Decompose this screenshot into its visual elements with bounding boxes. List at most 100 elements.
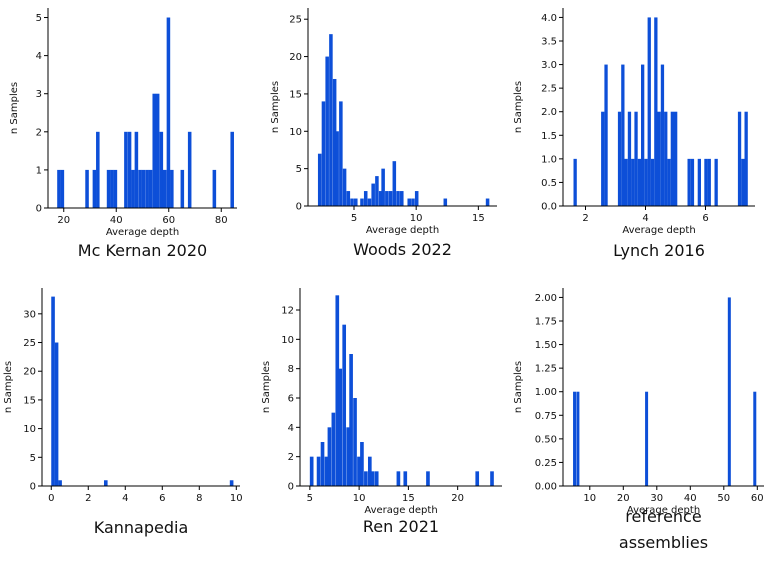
histogram-bar	[166, 17, 171, 208]
histogram-bar	[400, 191, 404, 206]
histogram-bar	[324, 456, 329, 486]
y-tick-label: 1.75	[535, 317, 557, 328]
y-axis-label: n Samples	[513, 81, 524, 133]
histogram-bar	[407, 198, 412, 206]
histogram-bar	[631, 158, 635, 206]
y-tick-label: 1	[36, 165, 42, 176]
y-tick-label: 1.0	[541, 154, 557, 165]
histogram-bar	[162, 169, 167, 208]
histogram-bar	[360, 442, 364, 486]
y-tick-label: 6	[288, 394, 294, 405]
histogram-bar	[576, 391, 580, 486]
x-tick-label: 60	[751, 493, 764, 504]
x-tick-label: 10	[583, 493, 596, 504]
y-tick-label: 2	[288, 452, 294, 463]
histogram-bar	[353, 398, 357, 486]
histogram-bar	[96, 131, 100, 208]
y-tick-label: 1.50	[535, 340, 557, 351]
histogram-bar	[475, 471, 480, 486]
histogram-bar	[644, 158, 648, 206]
x-tick-label: 30	[650, 493, 663, 504]
histogram-bar	[621, 64, 625, 206]
histogram-bar	[230, 131, 234, 208]
y-tick-label: 2.5	[541, 84, 557, 95]
panel-title: Kannapedia	[94, 518, 189, 537]
histogram-bar	[138, 169, 142, 208]
x-tick-label: 6	[159, 493, 165, 504]
y-tick-label: 12	[281, 306, 294, 317]
histogram-bar	[131, 169, 135, 208]
histogram-bar	[106, 169, 111, 208]
histogram-bar	[110, 169, 114, 208]
histogram-bar	[113, 169, 118, 208]
y-tick-label: 0.00	[535, 482, 557, 493]
panel-kannapedia: 0 5 10 15 20 25 30 0 2 4 6 8 10 n Samples Kannapedia	[3, 288, 243, 537]
panel-ren-2021: 0 2 4 6 8 10 12 5 10 15 20 Average depth n Samples Re…	[261, 288, 502, 536]
histogram-bar	[180, 169, 185, 208]
histogram-bar	[392, 161, 397, 206]
y-tick-label: 15	[289, 89, 302, 100]
y-tick-label: 10	[289, 127, 302, 138]
histogram-bar	[403, 471, 408, 486]
histogram-bar	[229, 480, 234, 486]
histogram-bar	[342, 324, 347, 486]
x-tick-label: 5	[307, 493, 313, 504]
histogram-bar	[624, 158, 628, 206]
histogram-bar	[707, 158, 711, 206]
y-tick-label: 1.5	[541, 131, 557, 142]
x-tick-label: 15	[472, 213, 485, 224]
x-tick-label: 60	[162, 215, 175, 226]
histogram-bar	[374, 471, 379, 486]
y-tick-label: 8	[288, 364, 294, 375]
histogram-bar	[58, 480, 62, 486]
y-tick-label: 4.0	[541, 13, 557, 24]
y-tick-label: 0.0	[541, 202, 557, 213]
histogram-bar	[320, 442, 325, 486]
histogram-bar	[349, 354, 353, 486]
histogram-bar	[371, 183, 375, 206]
y-axis-label: n Samples	[3, 361, 14, 413]
y-tick-label: 20	[289, 52, 302, 63]
histogram-bar	[145, 169, 149, 208]
histogram-bar	[60, 169, 65, 208]
y-tick-label: 4	[288, 423, 294, 434]
histogram-bar	[57, 169, 61, 208]
histogram-bar	[329, 34, 333, 207]
panel-title: Mc Kernan 2020	[78, 241, 207, 260]
x-axis-label: Average depth	[366, 225, 439, 236]
x-tick-label: 40	[684, 493, 697, 504]
histogram-bar	[670, 111, 674, 206]
histogram-bar	[485, 198, 490, 206]
y-tick-label: 15	[23, 395, 36, 406]
histogram-bar	[411, 198, 415, 206]
histogram-bar	[103, 480, 108, 486]
histogram-bar	[687, 158, 691, 206]
histogram-bar	[170, 169, 174, 208]
x-tick-label: 50	[717, 493, 730, 504]
histogram-bar	[727, 297, 731, 486]
histogram-bar	[667, 158, 671, 206]
histogram-bar	[660, 64, 665, 206]
histogram-bar	[375, 176, 379, 206]
x-axis-label: Average depth	[106, 227, 179, 238]
histogram-bar	[645, 391, 649, 486]
histogram-bar	[601, 111, 605, 206]
histogram-bar	[51, 296, 55, 486]
y-axis-label: n Samples	[513, 361, 524, 413]
histogram-bar	[657, 111, 661, 206]
histogram-bar	[148, 169, 153, 208]
histogram-bar	[327, 427, 332, 486]
y-tick-label: 4	[36, 51, 42, 62]
y-tick-label: 0	[288, 482, 294, 493]
x-tick-label: 6	[702, 213, 708, 224]
histogram-bar	[414, 191, 419, 206]
y-tick-label: 10	[281, 335, 294, 346]
panel-lynch-2016: 0.0 0.5 1.0 1.5 2.0 2.5 3.0 3.5 4.0 2 4 6 Average de…	[513, 8, 755, 260]
x-tick-label: 2	[582, 213, 588, 224]
histogram-bar	[426, 471, 430, 486]
panel-mckernan-2020: 0 1 2 3 4 5 20 40 60 80 Average depth n Samples Mc K…	[9, 8, 237, 260]
histogram-bar	[152, 93, 157, 208]
histogram-bar	[604, 64, 608, 206]
histogram-bar	[332, 78, 337, 206]
x-axis-label: Average depth	[627, 505, 700, 516]
